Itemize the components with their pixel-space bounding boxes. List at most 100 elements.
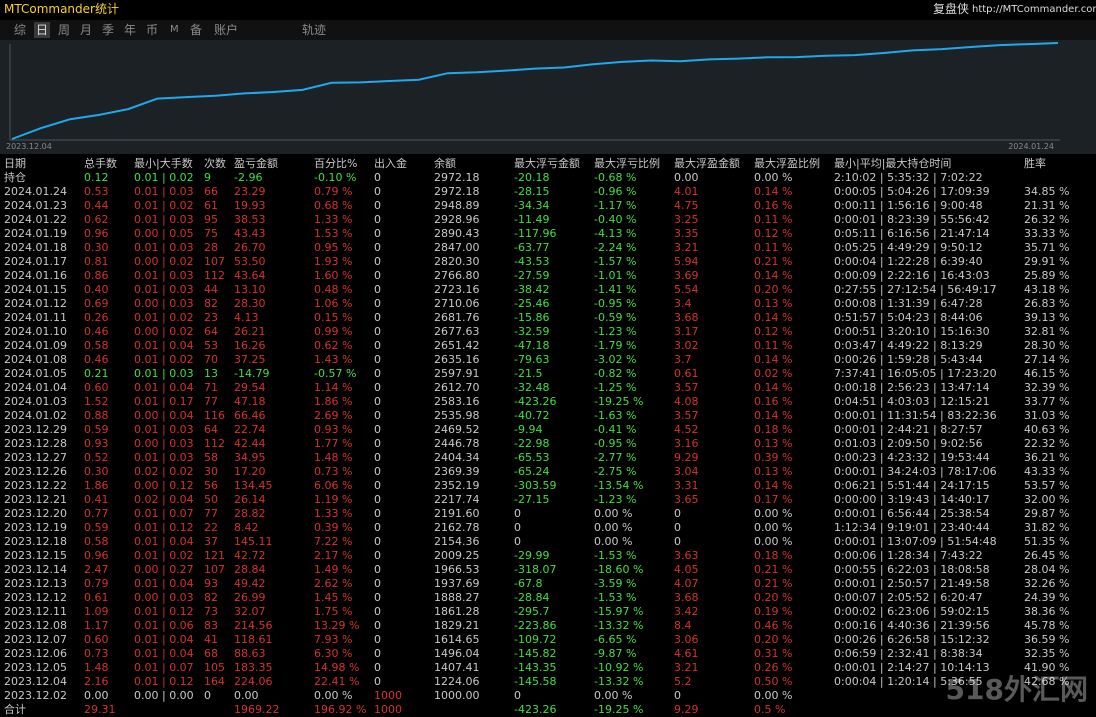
balance: 2710.06 (434, 297, 480, 310)
tab[interactable]: 周 (58, 23, 71, 37)
deposit: 1000 (374, 689, 402, 702)
tab[interactable]: 备 (190, 23, 203, 37)
max-float-loss-pct: -1.53 % (594, 549, 637, 562)
max-float-profit: 0.00 (674, 171, 699, 184)
max-float-profit: 3.42 (674, 605, 699, 618)
url-link[interactable]: http://MTCommander.com (972, 4, 1096, 15)
date: 2023.12.22 (4, 479, 67, 492)
tab[interactable]: 季 (102, 23, 115, 37)
tab[interactable]: 月 (80, 23, 93, 37)
percent: 0.79 % (314, 185, 353, 198)
date: 2024.01.10 (4, 325, 67, 338)
total-lots: 0.12 (84, 171, 109, 184)
total-lots: 0.96 (84, 549, 109, 562)
total-lots: 0.58 (84, 339, 109, 352)
win-rate: 32.00 % (1024, 493, 1070, 506)
min-max-lots: 0.00 | 0.03 (134, 437, 194, 450)
total-lots: 0.40 (84, 283, 109, 296)
min-max-lots: 0.01 | 0.03 (134, 185, 194, 198)
pnl: 37.25 (234, 353, 266, 366)
pnl: 214.56 (234, 619, 273, 632)
count: 73 (204, 605, 218, 618)
pnl: 134.45 (234, 479, 273, 492)
tab[interactable]: 账户 (214, 23, 239, 37)
count: 53 (204, 339, 218, 352)
win-rate: 33.77 % (1024, 395, 1070, 408)
max-float-loss: -21.5 (514, 367, 543, 380)
max-float-profit-pct: 0.14 % (754, 381, 793, 394)
date: 2023.12.04 (4, 675, 67, 688)
max-float-profit: 3.02 (674, 339, 699, 352)
percent: 1.33 % (314, 213, 353, 226)
total-lots: 0.96 (84, 227, 109, 240)
min-max-lots: 0.01 | 0.02 (134, 353, 194, 366)
tab[interactable]: 年 (124, 23, 137, 37)
date: 2024.01.23 (4, 199, 67, 212)
tab[interactable]: 轨迹 (302, 23, 327, 37)
tab[interactable]: 日 (34, 22, 51, 38)
date: 2023.12.07 (4, 633, 67, 646)
end-date: 2024.01.24 (1008, 142, 1054, 151)
balance: 1888.27 (434, 591, 480, 604)
tab[interactable]: 币 (146, 23, 159, 37)
percent: 196.92 % (314, 703, 367, 716)
max-float-loss-pct: -1.57 % (594, 255, 637, 268)
count: 107 (204, 255, 225, 268)
balance: 1966.53 (434, 563, 480, 576)
min-max-lots: 0.00 | 0.03 (134, 591, 194, 604)
balance: 2890.43 (434, 227, 480, 240)
date: 2023.12.27 (4, 451, 67, 464)
deposit: 0 (374, 661, 381, 674)
total-lots: 1.52 (84, 395, 109, 408)
balance: 2681.76 (434, 311, 480, 324)
count: 164 (204, 675, 225, 688)
balance: 2469.52 (434, 423, 480, 436)
hold-time: 0:00:00 | 3:19:43 | 14:40:17 (834, 493, 990, 506)
count: 41 (204, 633, 218, 646)
percent: 1.53 % (314, 227, 353, 240)
win-rate: 46.15 % (1024, 367, 1070, 380)
percent: 2.17 % (314, 549, 353, 562)
tab[interactable]: 综 (14, 23, 27, 37)
count: 23 (204, 311, 218, 324)
min-max-lots: 0.00 | 0.05 (134, 227, 194, 240)
total-lots: 0.26 (84, 311, 109, 324)
balance: 2597.91 (434, 367, 480, 380)
min-max-lots: 0.01 | 0.03 (134, 451, 194, 464)
percent: -0.57 % (314, 367, 357, 380)
date: 2024.01.04 (4, 381, 67, 394)
balance: 2446.78 (434, 437, 480, 450)
hold-time: 0:00:26 | 6:26:58 | 15:12:32 (834, 633, 990, 646)
date: 2024.01.03 (4, 395, 67, 408)
max-float-profit: 4.75 (674, 199, 699, 212)
max-float-profit-pct: 0.13 % (754, 465, 793, 478)
percent: 7.93 % (314, 633, 353, 646)
total-lots: 0.46 (84, 353, 109, 366)
max-float-loss-pct: -1.79 % (594, 339, 637, 352)
max-float-loss: -47.18 (514, 339, 550, 352)
max-float-profit: 0 (674, 535, 681, 548)
win-rate: 27.14 % (1024, 353, 1070, 366)
max-float-loss-pct: -3.02 % (594, 353, 637, 366)
date: 合计 (4, 703, 26, 716)
min-max-lots: 0.01 | 0.04 (134, 577, 194, 590)
total-lots: 0.79 (84, 577, 109, 590)
count: 75 (204, 227, 218, 240)
max-float-loss-pct: -1.25 % (594, 381, 637, 394)
count: 82 (204, 297, 218, 310)
total-lots: 1.17 (84, 619, 109, 632)
percent: 1.48 % (314, 451, 353, 464)
max-float-profit: 3.4 (674, 297, 692, 310)
deposit: 0 (374, 311, 381, 324)
count: 70 (204, 353, 218, 366)
max-float-profit-pct: 0.00 % (754, 507, 793, 520)
max-float-loss: -65.53 (514, 451, 550, 464)
count: 77 (204, 507, 218, 520)
pnl: 19.93 (234, 199, 266, 212)
total-lots: 0.69 (84, 297, 109, 310)
tab[interactable]: M (170, 24, 179, 35)
total-lots: 29.31 (84, 703, 116, 716)
balance: 2217.74 (434, 493, 480, 506)
count: 112 (204, 269, 225, 282)
win-rate: 38.36 % (1024, 605, 1070, 618)
